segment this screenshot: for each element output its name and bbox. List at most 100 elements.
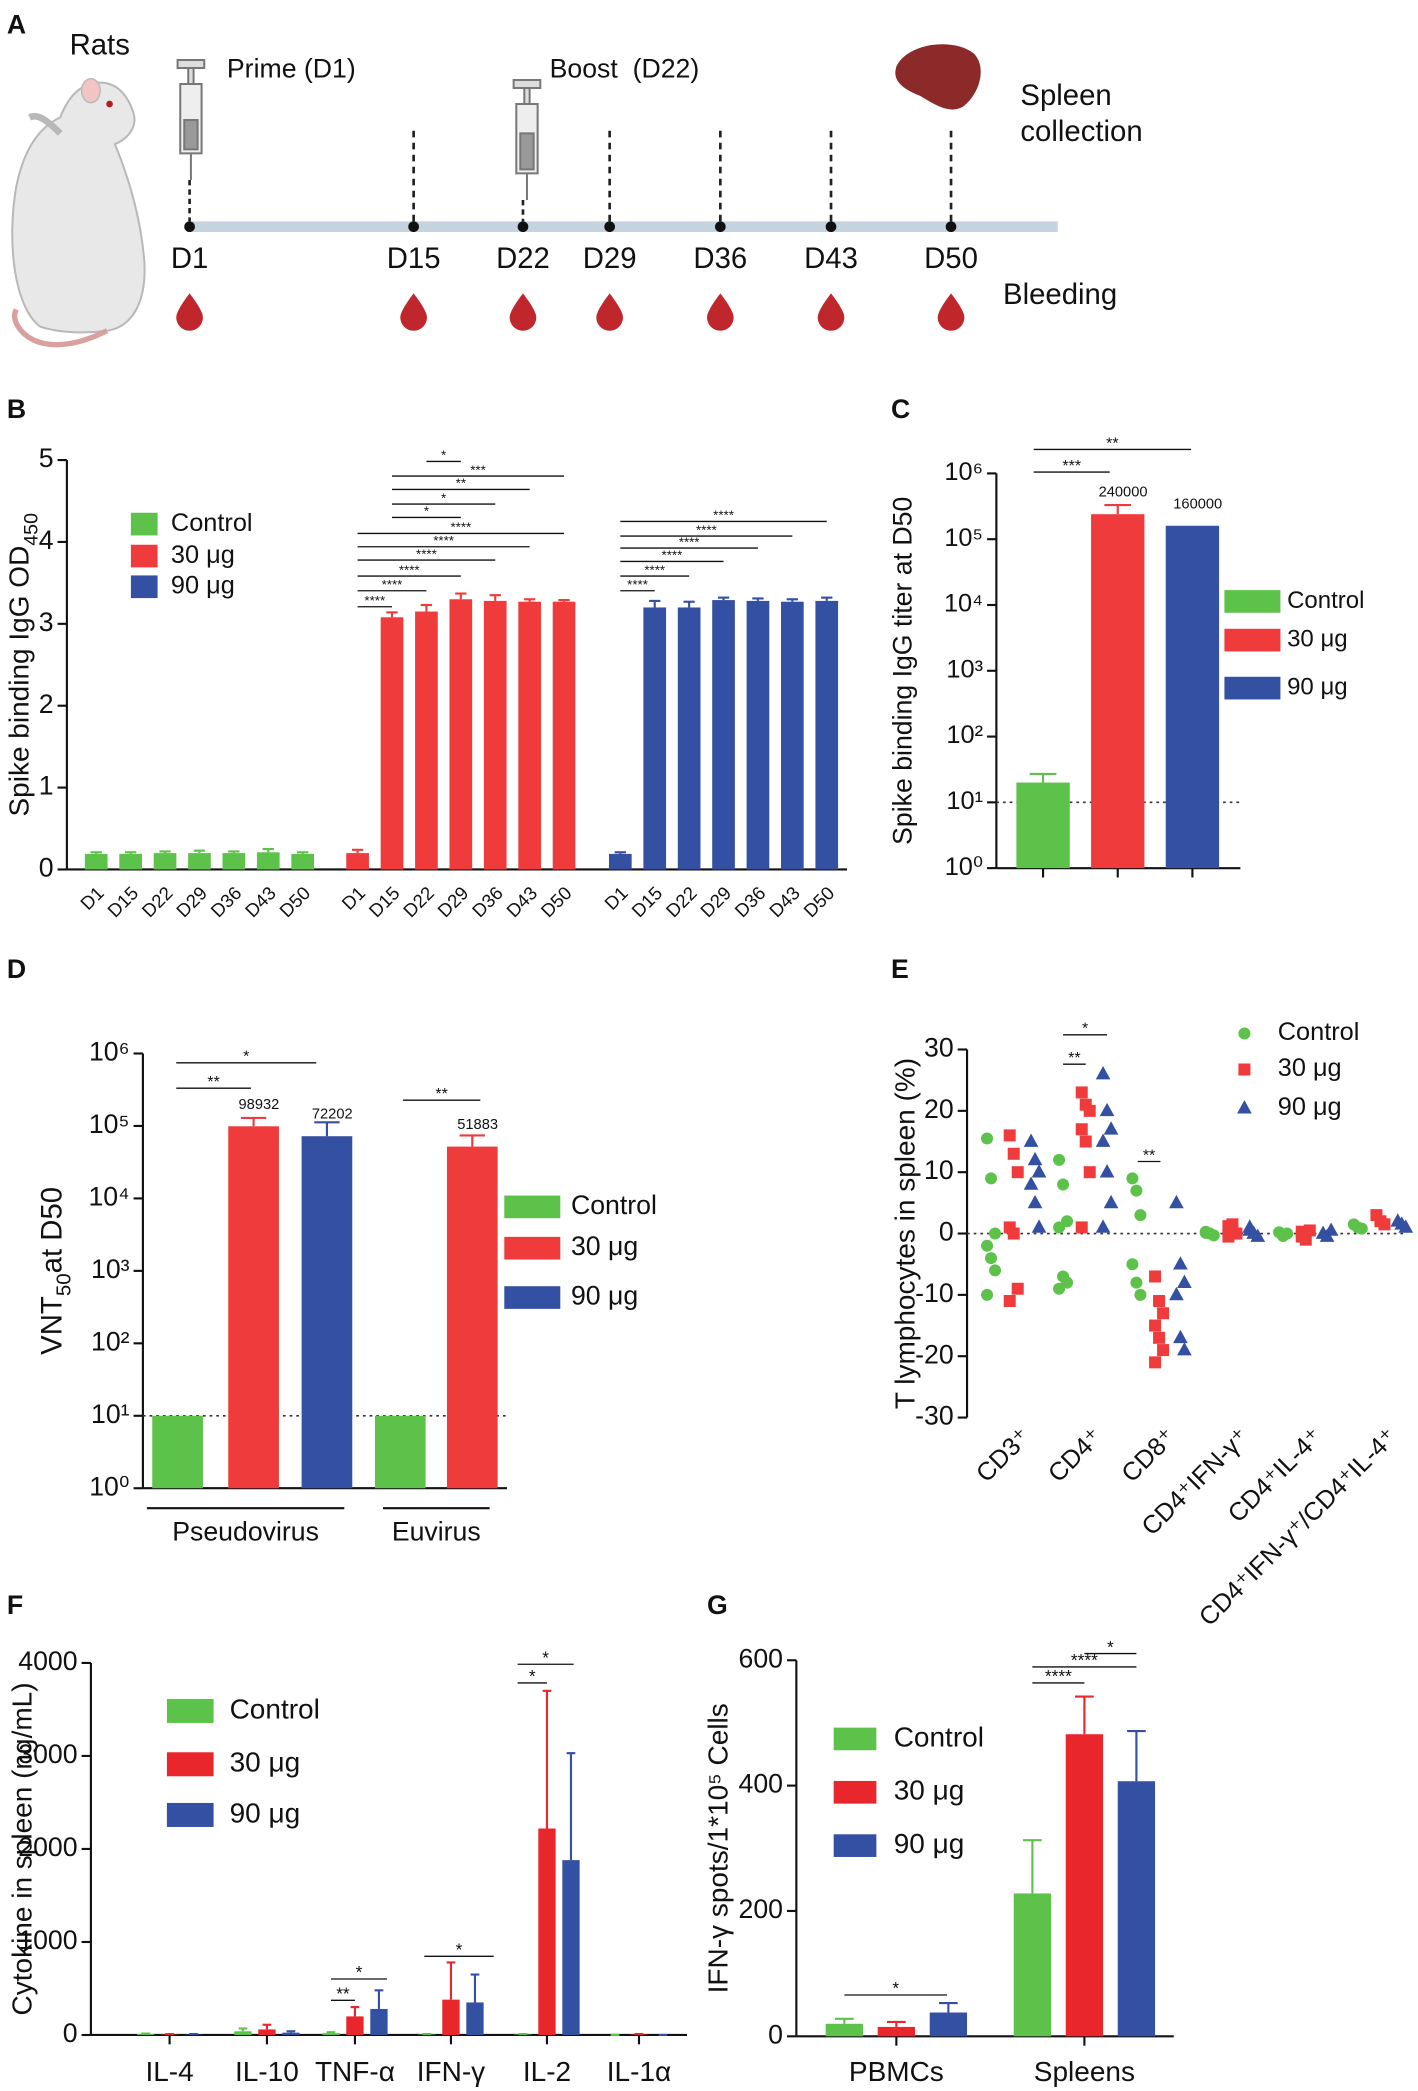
subject-label: Rats bbox=[70, 28, 130, 61]
x-tick-label: D36 bbox=[206, 882, 245, 921]
significance-label: **** bbox=[450, 520, 471, 535]
point bbox=[989, 1264, 1002, 1277]
bar bbox=[222, 853, 246, 870]
y-axis-label: Spike binding IgG titer at D50 bbox=[887, 497, 917, 845]
panel-label: D bbox=[7, 954, 26, 984]
legend-swatch bbox=[833, 1727, 877, 1751]
panel-label: F bbox=[7, 1590, 23, 1620]
y-tick-label: 10⁵ bbox=[944, 524, 983, 552]
bar bbox=[929, 2012, 968, 2037]
bar bbox=[282, 2032, 300, 2035]
x-tick-label: CD4⁺ bbox=[1043, 1423, 1108, 1488]
point bbox=[1157, 1344, 1170, 1357]
y-tick-label: 10¹ bbox=[91, 1399, 130, 1429]
point bbox=[1177, 1342, 1192, 1356]
point bbox=[985, 1252, 998, 1265]
significance-label: *** bbox=[1062, 458, 1081, 475]
x-tick-label: IL-10 bbox=[235, 2056, 299, 2087]
bar bbox=[228, 1126, 279, 1489]
significance-label: * bbox=[441, 490, 446, 505]
bar bbox=[301, 1136, 353, 1489]
x-tick-label: D1 bbox=[76, 882, 108, 914]
x-tick-label: D15 bbox=[365, 882, 404, 921]
y-tick-label: 1 bbox=[39, 771, 54, 801]
point bbox=[1053, 1221, 1066, 1234]
x-tick-label: D43 bbox=[502, 882, 541, 921]
timeline-dot bbox=[184, 221, 195, 233]
point bbox=[981, 1239, 994, 1252]
point bbox=[1153, 1295, 1166, 1308]
significance-label: ** bbox=[1143, 1147, 1155, 1164]
y-axis-label-part: VNT bbox=[35, 1296, 68, 1355]
bar bbox=[234, 2031, 252, 2035]
y-axis-label: Cytokine in spleen (ng/mL) bbox=[7, 1682, 38, 2015]
y-tick-label: 5 bbox=[39, 443, 54, 473]
x-tick-label: CD8⁺ bbox=[1116, 1423, 1181, 1488]
panel-label: B bbox=[7, 394, 26, 424]
x-tick-label: D36 bbox=[468, 882, 507, 921]
bar bbox=[781, 601, 804, 870]
point bbox=[1130, 1276, 1143, 1289]
point bbox=[989, 1227, 1002, 1240]
value-label: 98932 bbox=[239, 1097, 280, 1113]
bar bbox=[370, 2008, 388, 2035]
point bbox=[1149, 1356, 1162, 1369]
y-axis-label-part: Spike binding IgG OD bbox=[4, 546, 35, 817]
bar bbox=[449, 599, 473, 870]
point bbox=[1169, 1286, 1184, 1301]
bar bbox=[562, 1860, 580, 2035]
legend-label: 90 μg bbox=[171, 571, 235, 599]
bar bbox=[446, 1146, 498, 1489]
point bbox=[1222, 1230, 1235, 1243]
y-tick-label: 10⁴ bbox=[944, 590, 983, 618]
bar bbox=[119, 853, 142, 870]
point bbox=[1075, 1221, 1088, 1234]
point bbox=[985, 1172, 998, 1185]
legend-label: 90 μg bbox=[571, 1281, 638, 1311]
point bbox=[1126, 1258, 1139, 1271]
bar bbox=[1016, 782, 1070, 869]
legend-swatch bbox=[833, 1780, 877, 1804]
legend-swatch bbox=[504, 1286, 561, 1309]
point bbox=[1134, 1288, 1147, 1301]
y-tick-label: 1000 bbox=[18, 1925, 77, 1955]
significance-label: **** bbox=[416, 546, 437, 561]
y-tick-label: -30 bbox=[915, 1401, 954, 1431]
value-label: 240000 bbox=[1099, 485, 1148, 501]
y-tick-label: 10⁰ bbox=[945, 853, 983, 881]
bar bbox=[643, 607, 667, 870]
x-tick-label: Spleens bbox=[1034, 2056, 1135, 2087]
legend-label: 90 μg bbox=[1287, 673, 1348, 700]
significance-label: ** bbox=[435, 1086, 447, 1103]
significance-label: * bbox=[892, 1978, 899, 1998]
legend-label: 30 μg bbox=[230, 1747, 301, 1778]
legend-label: 90 μg bbox=[894, 1828, 965, 1859]
point bbox=[1103, 1194, 1119, 1209]
point bbox=[1095, 1219, 1111, 1233]
x-tick-label: D29 bbox=[433, 882, 472, 921]
bar bbox=[415, 611, 438, 870]
y-tick-label: -10 bbox=[915, 1278, 954, 1308]
significance-label: * bbox=[356, 1962, 363, 1982]
x-tick-label: D43 bbox=[765, 882, 804, 921]
y-axis-label-part: 450 bbox=[21, 513, 43, 546]
bar bbox=[677, 607, 701, 870]
significance-label: * bbox=[542, 1648, 549, 1668]
bar bbox=[380, 617, 404, 870]
legend-swatch bbox=[833, 1834, 877, 1857]
legend-label: Control bbox=[230, 1693, 320, 1724]
x-tick-label: Euvirus bbox=[392, 1517, 481, 1547]
point bbox=[1053, 1153, 1066, 1166]
point bbox=[1095, 1066, 1111, 1080]
legend-swatch bbox=[130, 544, 158, 568]
y-axis-label: Spike binding IgG OD450 bbox=[4, 513, 43, 817]
y-tick-label: 400 bbox=[739, 1769, 783, 1799]
bar bbox=[346, 853, 369, 870]
point bbox=[1079, 1135, 1092, 1148]
point bbox=[1281, 1227, 1294, 1240]
bar bbox=[153, 853, 177, 870]
significance-label: * bbox=[441, 448, 446, 463]
bar bbox=[466, 2002, 484, 2035]
point bbox=[1378, 1218, 1391, 1231]
